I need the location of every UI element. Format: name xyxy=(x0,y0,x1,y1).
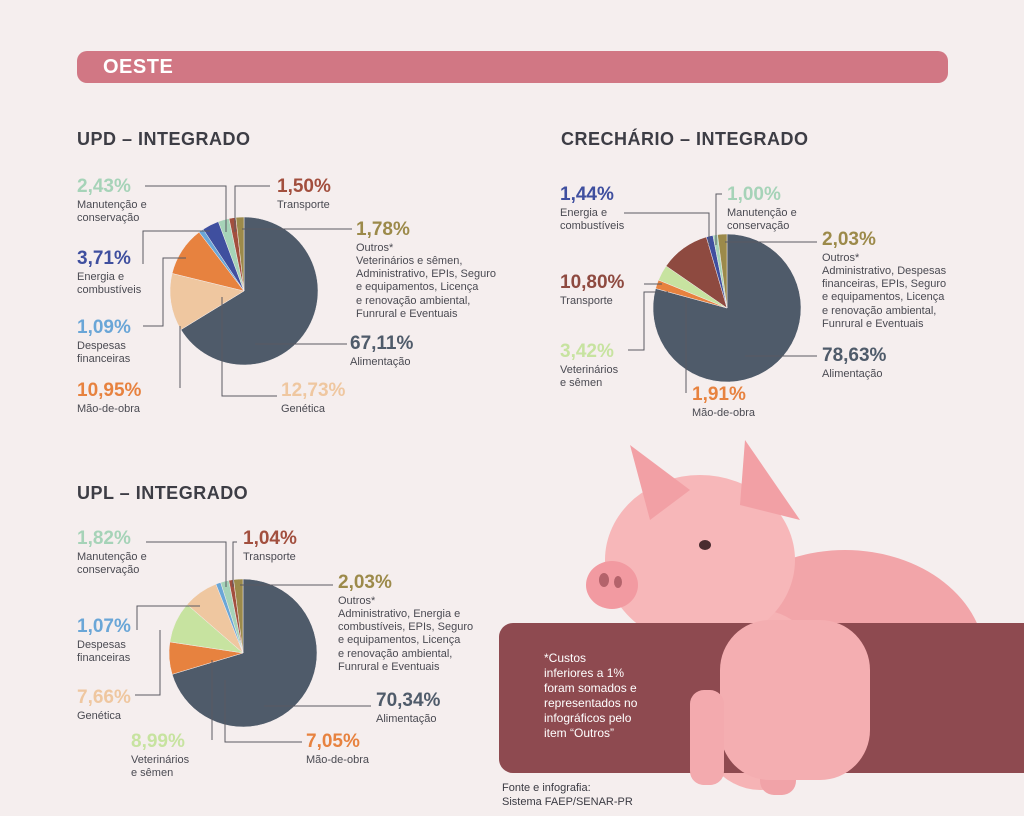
leader-line-22 xyxy=(224,680,302,743)
upl-name-maodeobra: Mão-de-obra xyxy=(306,753,369,766)
crech-pct-energia: 1,44% xyxy=(560,184,614,205)
upd-slice-7 xyxy=(235,216,245,292)
upd-title: UPD – INTEGRADO xyxy=(77,129,251,149)
upd-name-manutencao: Manutenção e conservação xyxy=(77,198,147,224)
crech-label-veterinarios: 3,42% Veterinários e sêmen xyxy=(560,341,618,390)
upl-pct-maodeobra: 7,05% xyxy=(306,731,360,752)
upd-pct-manutencao: 2,43% xyxy=(77,176,131,197)
upl-pct-veterinarios: 8,99% xyxy=(131,731,185,752)
crech-name-outros: Outros* Administrativo, Despesas finance… xyxy=(822,251,947,330)
crechario-title: CRECHÁRIO – INTEGRADO xyxy=(561,129,809,149)
upl-pct-genetica: 7,66% xyxy=(77,687,131,708)
crech-name-maodeobra: Mão-de-obra xyxy=(692,406,755,419)
upd-name-alimentacao: Alimentação xyxy=(350,355,411,368)
leader-line-8 xyxy=(624,212,710,245)
upl-label-veterinarios: 8,99% Veterinários e sêmen xyxy=(131,731,189,780)
crech-pct-maodeobra: 1,91% xyxy=(692,384,746,405)
upl-name-genetica: Genética xyxy=(77,709,122,722)
crech-name-manutencao: Manutenção e conservação xyxy=(727,206,797,232)
leader-line-16 xyxy=(232,541,237,587)
upl-label-despesas: 1,07% Despesas financeiras xyxy=(77,616,131,665)
upl-label-genetica: 7,66% Genética xyxy=(77,687,131,723)
upl-pct-outros: 2,03% xyxy=(338,572,392,593)
leader-line-9 xyxy=(715,193,722,245)
crech-label-transporte: 10,80% Transporte xyxy=(560,272,624,308)
crech-label-maodeobra: 1,91% Mão-de-obra xyxy=(692,384,755,420)
crech-name-energia: Energia e combustíveis xyxy=(560,206,625,232)
upl-label-maodeobra: 7,05% Mão-de-obra xyxy=(306,731,369,767)
upd-pct-alimentacao: 67,11% xyxy=(350,333,414,354)
upl-name-manutencao: Manutenção e conservação xyxy=(77,550,147,576)
upl-name-veterinarios: Veterinários e sêmen xyxy=(131,753,190,779)
crech-label-outros: 2,03% Outros* Administrativo, Despesas f… xyxy=(822,229,946,331)
upd-name-transporte: Transporte xyxy=(277,198,330,211)
crech-label-energia: 1,44% Energia e combustíveis xyxy=(560,184,624,233)
upl-pct-manutencao: 1,82% xyxy=(77,528,131,549)
leader-line-2 xyxy=(143,257,186,327)
leader-line-15 xyxy=(146,541,227,587)
upd-pct-outros: 1,78% xyxy=(356,219,410,240)
crech-name-alimentacao: Alimentação xyxy=(822,367,883,380)
upd-name-maodeobra: Mão-de-obra xyxy=(77,402,140,415)
upl-name-alimentacao: Alimentação xyxy=(376,712,437,725)
upd-name-outros: Outros* Veterinários e sêmen, Administra… xyxy=(356,241,497,320)
upl-label-manutencao: 1,82% Manutenção e conservação xyxy=(77,528,147,577)
leader-line-4 xyxy=(234,185,270,232)
crech-slice-0 xyxy=(652,233,802,383)
note-text: *Custos inferiores a 1% foram somados e … xyxy=(544,651,638,740)
pig-front-leg xyxy=(690,690,724,785)
upl-name-outros: Outros* Administrativo, Energia e combus… xyxy=(338,594,474,673)
upl-name-transporte: Transporte xyxy=(243,550,296,563)
upd-name-despesas: Despesas financeiras xyxy=(77,339,131,365)
upd-label-manutencao: 2,43% Manutenção e conservação xyxy=(77,176,147,225)
upd-pct-transporte: 1,50% xyxy=(277,176,331,197)
upl-slice-7 xyxy=(233,578,244,654)
upd-pct-energia: 3,71% xyxy=(77,248,131,269)
leader-line-12 xyxy=(628,291,668,351)
crech-pct-manutencao: 1,00% xyxy=(727,184,781,205)
leader-line-1 xyxy=(142,230,210,264)
leader-line-18 xyxy=(136,605,200,630)
upl-label-outros: 2,03% Outros* Administrativo, Energia e … xyxy=(338,572,473,674)
upl-label-transporte: 1,04% Transporte xyxy=(243,528,297,564)
region-banner: OESTE xyxy=(77,51,948,83)
upd-label-transporte: 1,50% Transporte xyxy=(277,176,331,212)
leader-line-7 xyxy=(221,297,277,397)
crech-pct-alimentacao: 78,63% xyxy=(822,345,887,366)
upd-pct-maodeobra: 10,95% xyxy=(77,380,142,401)
leader-line-19 xyxy=(135,630,161,696)
crech-slice-6 xyxy=(717,233,728,309)
pig-foreground-body xyxy=(720,620,870,780)
upd-label-energia: 3,71% Energia e combustíveis xyxy=(77,248,141,297)
crech-pct-transporte: 10,80% xyxy=(560,272,625,293)
upl-name-despesas: Despesas financeiras xyxy=(77,638,131,664)
crech-name-transporte: Transporte xyxy=(560,294,613,307)
upl-label-alimentacao: 70,34% Alimentação xyxy=(376,690,440,726)
leader-line-0 xyxy=(145,185,227,232)
crech-label-alimentacao: 78,63% Alimentação xyxy=(822,345,886,381)
crech-pct-outros: 2,03% xyxy=(822,229,876,250)
upd-label-despesas: 1,09% Despesas financeiras xyxy=(77,317,131,366)
upl-pct-transporte: 1,04% xyxy=(243,528,297,549)
region-title: OESTE xyxy=(103,56,174,78)
upd-label-outros: 1,78% Outros* Veterinários e sêmen, Admi… xyxy=(356,219,496,321)
upl-pct-alimentacao: 70,34% xyxy=(376,690,441,711)
upd-pct-genetica: 12,73% xyxy=(281,380,346,401)
upd-name-energia: Energia e combustíveis xyxy=(77,270,142,296)
upl-title: UPL – INTEGRADO xyxy=(77,483,249,503)
upd-pct-despesas: 1,09% xyxy=(77,317,131,338)
upl-slice-0 xyxy=(171,578,318,728)
upl-pct-despesas: 1,07% xyxy=(77,616,131,637)
upd-label-genetica: 12,73% Genética xyxy=(281,380,345,416)
crech-name-veterinarios: Veterinários e sêmen xyxy=(560,363,619,389)
source-credit: Fonte e infografia: Sistema FAEP/SENAR-P… xyxy=(502,782,633,809)
upd-name-genetica: Genética xyxy=(281,402,326,415)
upd-label-alimentacao: 67,11% Alimentação xyxy=(350,333,413,369)
crech-pct-veterinarios: 3,42% xyxy=(560,341,614,362)
upd-label-maodeobra: 10,95% Mão-de-obra xyxy=(77,380,141,416)
crech-label-manutencao: 1,00% Manutenção e conservação xyxy=(727,184,797,233)
